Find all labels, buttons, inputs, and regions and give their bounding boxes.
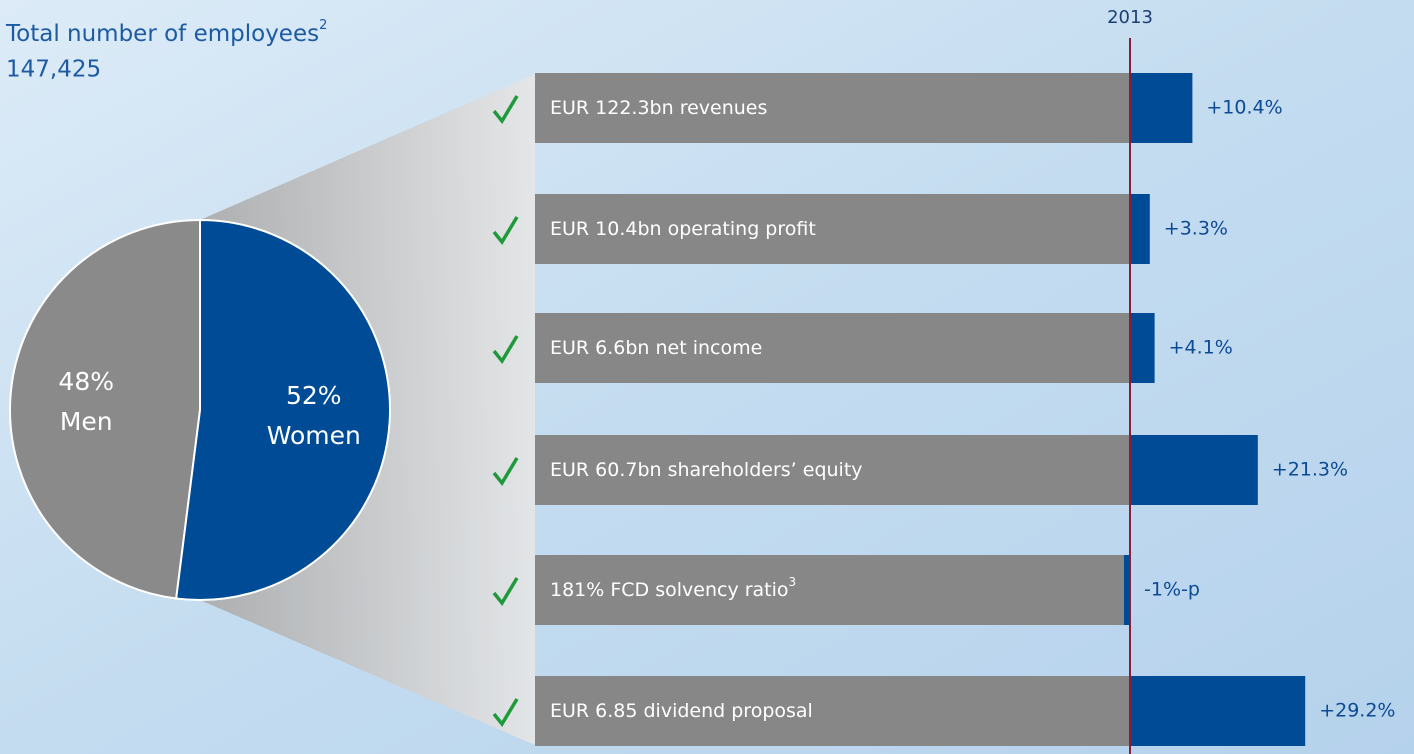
pie: 48% Men 52% Women — [8, 218, 391, 601]
pie-subtitle: 147,425 — [6, 57, 101, 83]
slice-category-label: Men — [60, 407, 113, 436]
category-text: 181% FCD solvency ratio — [550, 579, 789, 601]
category-text: EUR 10.4bn operating profit — [550, 218, 816, 240]
base-bar — [535, 435, 1130, 505]
pie-slice — [8, 218, 201, 600]
category-label: EUR 10.4bn operating profit — [550, 218, 816, 240]
value-label: +4.1% — [1169, 337, 1233, 359]
checkmarks — [492, 95, 519, 728]
checkmark — [492, 95, 519, 125]
category-label: EUR 6.6bn net income — [550, 337, 762, 359]
category-text: EUR 122.3bn revenues — [550, 97, 767, 119]
change-bar — [1124, 555, 1130, 625]
value-label: +3.3% — [1164, 218, 1228, 240]
value-label: -1%-p — [1144, 579, 1200, 601]
category-label: EUR 122.3bn revenues — [550, 97, 767, 119]
base-bar — [535, 194, 1130, 264]
checkmark — [492, 577, 519, 607]
change-bar — [1130, 313, 1155, 383]
bar-chart: 2013 EUR 122.3bn revenues +10.4% EUR 10.4bn… — [535, 7, 1395, 754]
change-bar — [1130, 73, 1193, 143]
category-label: 181% FCD solvency ratio3 — [550, 575, 796, 601]
category-label: EUR 6.85 dividend proposal — [550, 700, 813, 722]
value-label: +29.2% — [1319, 700, 1395, 722]
category-text: EUR 6.85 dividend proposal — [550, 700, 813, 722]
checkmark — [492, 698, 519, 728]
category-text: EUR 60.7bn shareholders’ equity — [550, 459, 863, 481]
category-text: EUR 6.6bn net income — [550, 337, 762, 359]
reference-label: 2013 — [1107, 7, 1153, 28]
base-bar — [535, 73, 1130, 143]
change-bar — [1130, 194, 1150, 264]
slice-value-label: 52% — [286, 381, 342, 410]
change-bar — [1130, 676, 1306, 746]
category-note: 3 — [789, 575, 797, 589]
value-label: +21.3% — [1272, 459, 1348, 481]
base-bar — [535, 313, 1130, 383]
pie-slice — [175, 218, 391, 601]
checkmark — [492, 457, 519, 487]
checkmark — [492, 335, 519, 365]
change-bar — [1130, 435, 1258, 505]
base-bar — [535, 555, 1124, 625]
pie-title: Total number of employees2 — [5, 18, 327, 47]
slice-category-label: Women — [267, 421, 361, 450]
base-bar — [535, 676, 1130, 746]
title-note: 2 — [319, 18, 327, 33]
checkmark — [492, 216, 519, 246]
value-label: +10.4% — [1206, 97, 1282, 119]
slice-value-label: 48% — [58, 367, 114, 396]
category-label: EUR 60.7bn shareholders’ equity — [550, 459, 863, 481]
title-text: Total number of employees — [5, 21, 319, 47]
